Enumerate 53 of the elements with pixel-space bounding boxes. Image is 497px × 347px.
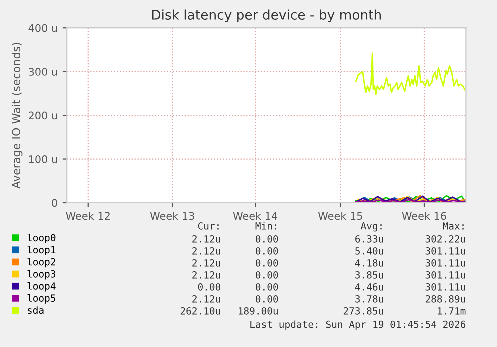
text: 1.71m	[438, 308, 466, 315]
text: 2.12u	[192, 271, 220, 279]
text: 288.89u	[426, 295, 466, 303]
legend-label: loop5	[28, 294, 56, 304]
text: 0.00	[256, 295, 278, 303]
legend-label: loop3	[28, 270, 56, 280]
text: 0.00	[256, 271, 278, 279]
text: 2.12u	[192, 295, 220, 303]
text: 189.00u	[239, 307, 278, 315]
text: 0.00	[256, 235, 278, 243]
text: 2.12u	[192, 247, 220, 255]
text: 4.18u	[355, 259, 384, 267]
legend-label: loop2	[28, 258, 56, 268]
legend-label: loop0	[28, 234, 56, 244]
text: 2.12u	[192, 235, 220, 243]
text: Avg:	[360, 222, 382, 232]
text: Min:	[256, 222, 276, 230]
legend-label: loop1	[28, 246, 56, 256]
line-series	[356, 52, 466, 96]
text: Max:	[443, 222, 464, 230]
text: 0.00	[256, 247, 278, 255]
text: 262.10u	[180, 307, 220, 315]
x-tick-label: Week 15	[318, 212, 362, 220]
text: Cur:	[198, 222, 219, 230]
text: 3.85u	[356, 271, 384, 279]
text: 301.11u	[426, 247, 466, 255]
text: 4.46u	[355, 283, 384, 291]
x-tick-label: Week 12	[66, 212, 110, 220]
text: 273.85u	[344, 307, 384, 315]
text: 301.11u	[426, 271, 466, 279]
text: 6.33u	[356, 235, 384, 243]
text: 301.11u	[426, 283, 466, 291]
text: 0.00	[198, 283, 221, 291]
y-axis-title: Average IO Wait (seconds)	[12, 43, 23, 189]
y-tick-label: 300 u	[29, 68, 58, 76]
text: 301.11u	[426, 259, 466, 267]
text: 2.12u	[192, 259, 220, 267]
chart-title: Disk latency per device - by month	[152, 10, 382, 23]
x-tick-label: Week 16	[402, 212, 446, 220]
text: 302.22u	[426, 235, 466, 243]
x-tick-label: Week 13	[150, 212, 194, 220]
legend-label: sda	[28, 306, 44, 314]
text: Last update: Sun Apr 19 01:45:54 2026	[250, 320, 466, 330]
y-tick-label: 400 u	[28, 24, 58, 32]
text: 3.78u	[356, 295, 384, 303]
y-tick-label: 200 u	[29, 112, 58, 120]
y-tick-label: 0	[52, 199, 58, 208]
legend-label: loop4	[28, 282, 56, 292]
y-tick-label: 100 u	[29, 156, 58, 164]
text: 0.00	[256, 259, 278, 267]
text: 0.00	[256, 283, 278, 291]
text: 5.40u	[356, 247, 384, 255]
x-tick-label: Week 14	[233, 212, 278, 220]
